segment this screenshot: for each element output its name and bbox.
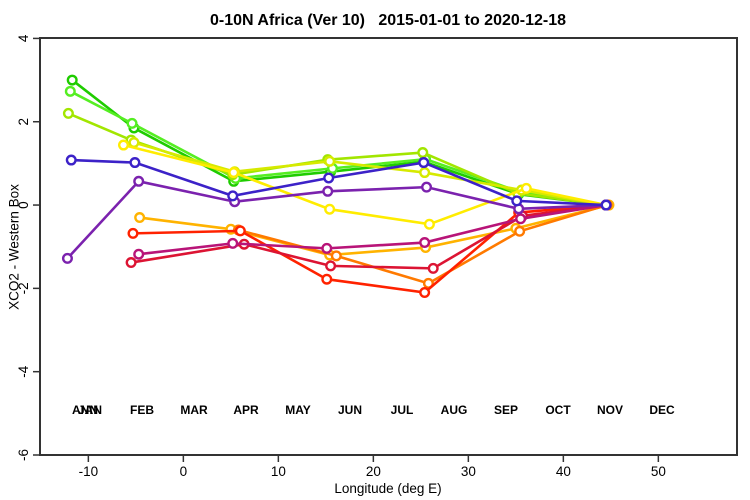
data-point-MAR	[62, 107, 74, 119]
data-point-NOV	[133, 175, 145, 187]
legend-label-jun: JUN	[338, 403, 362, 417]
legend-label-ann: ANN	[72, 403, 98, 417]
x-tick-label: 20	[366, 464, 381, 479]
legend-label-sep: SEP	[494, 403, 518, 417]
series-line-SEP	[130, 203, 607, 270]
data-point-MAY	[118, 139, 130, 151]
x-tick-label: 40	[556, 464, 571, 479]
data-point-OCT	[227, 237, 239, 249]
data-point-APR	[419, 167, 431, 179]
data-point-MAR	[417, 147, 429, 159]
data-point-SEP	[325, 260, 337, 272]
legend-label-apr: APR	[233, 403, 259, 417]
legend-label-dec: DEC	[649, 403, 675, 417]
legend-label-may: MAY	[285, 403, 311, 417]
data-point-DEC	[65, 154, 77, 166]
data-point-OCT	[133, 248, 145, 260]
data-point-DEC	[511, 195, 523, 207]
data-point-OCT	[515, 213, 527, 225]
x-tick-label: -10	[79, 464, 99, 479]
data-point-DEC	[129, 157, 141, 169]
y-tick-label: -6	[16, 449, 31, 461]
data-point-JUL	[514, 225, 526, 237]
y-tick-label: -4	[16, 365, 31, 377]
x-tick-label: 0	[180, 464, 188, 479]
x-tick-label: 30	[461, 464, 476, 479]
series-line-JUN	[139, 203, 610, 257]
data-point-APR	[128, 137, 140, 149]
data-point-JUN	[134, 212, 146, 224]
plot-border	[39, 37, 738, 456]
data-point-JAN	[66, 74, 78, 86]
data-point-JUL	[330, 250, 342, 262]
legend-label-jan: JAN	[78, 403, 102, 417]
data-point-DEC	[418, 157, 430, 169]
data-point-MAY	[228, 167, 240, 179]
data-point-OCT	[321, 242, 333, 254]
y-axis-label: XCO2 - Western Box	[6, 184, 22, 310]
data-point-NOV	[61, 252, 73, 264]
y-tick-label: -2	[16, 282, 31, 294]
x-tick-label: 50	[651, 464, 666, 479]
chart-title: 0-10N Africa (Ver 10) 2015-01-01 to 2020…	[209, 12, 567, 29]
series-line-OCT	[138, 203, 607, 256]
data-point-APR	[324, 155, 336, 167]
data-point-NOV	[322, 185, 334, 197]
data-point-AUG	[419, 287, 431, 299]
y-tick-label: 0	[16, 201, 31, 209]
legend-label-nov: NOV	[597, 403, 623, 417]
x-axis-label: Longitude (deg E)	[334, 481, 442, 496]
data-point-AUG	[234, 225, 246, 237]
data-point-NOV	[421, 181, 433, 193]
data-point-DEC	[227, 190, 239, 202]
legend-label-mar: MAR	[180, 403, 208, 417]
data-point-MAY	[423, 218, 435, 230]
series-line-MAY	[123, 143, 607, 226]
data-point-MAY	[520, 182, 532, 194]
data-point-DEC	[600, 199, 612, 211]
data-point-AUG	[127, 227, 139, 239]
x-tick-label: 10	[271, 464, 286, 479]
y-tick-label: 4	[16, 34, 31, 42]
legend-label-feb: FEB	[130, 403, 154, 417]
data-point-SEP	[125, 257, 137, 269]
data-point-DEC	[323, 172, 335, 184]
data-point-MAY	[324, 203, 336, 215]
legend-label-aug: AUG	[441, 403, 468, 417]
legend-label-jul: JUL	[391, 403, 414, 417]
data-point-SEP	[427, 262, 439, 274]
series-line-AUG	[132, 203, 607, 294]
data-point-AUG	[321, 273, 333, 285]
data-point-FEB	[64, 85, 76, 97]
series-line-APR	[133, 141, 607, 207]
y-tick-label: 2	[16, 118, 31, 126]
data-point-FEB	[126, 117, 138, 129]
data-point-OCT	[419, 237, 431, 249]
legend-label-oct: OCT	[545, 403, 571, 417]
